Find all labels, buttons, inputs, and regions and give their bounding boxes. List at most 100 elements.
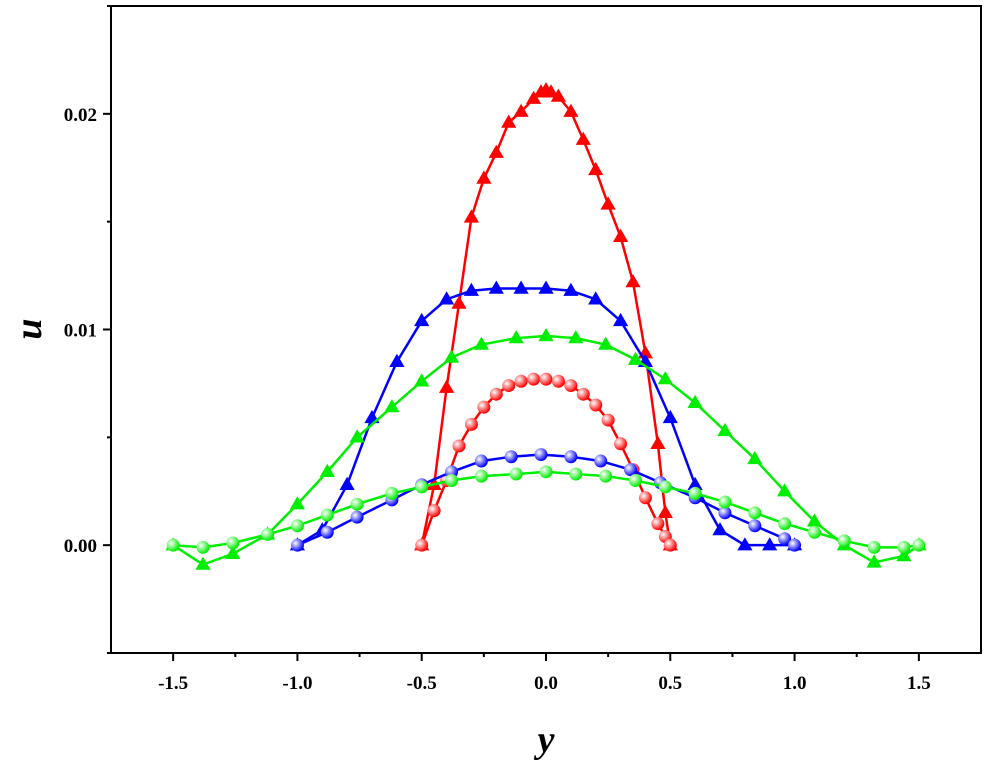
data-point xyxy=(650,435,666,449)
x-tick-label: 0.0 xyxy=(534,673,558,694)
data-point xyxy=(439,291,455,305)
data-point xyxy=(502,379,516,393)
data-point xyxy=(538,328,554,342)
series-6 xyxy=(166,465,926,554)
data-point xyxy=(384,399,400,413)
data-point xyxy=(261,527,275,541)
x-tick-label: 1.5 xyxy=(907,673,931,694)
data-point xyxy=(687,476,703,490)
y-tick-label: 0.00 xyxy=(64,536,97,557)
data-point xyxy=(576,387,590,401)
data-point xyxy=(599,469,613,483)
data-point xyxy=(166,538,180,552)
series-5 xyxy=(165,328,927,570)
series-line xyxy=(420,377,672,546)
data-point xyxy=(778,517,792,531)
data-point xyxy=(651,517,665,531)
data-point xyxy=(290,538,304,552)
data-point xyxy=(539,465,553,479)
x-tick-label: 1.0 xyxy=(783,673,807,694)
data-point xyxy=(613,312,629,327)
data-point xyxy=(807,525,821,539)
data-point xyxy=(718,495,732,509)
x-tick-label: -1.0 xyxy=(282,673,312,694)
data-point xyxy=(627,351,644,365)
data-point xyxy=(195,556,211,570)
x-tick-label: -0.5 xyxy=(407,673,437,694)
data-point xyxy=(474,469,488,483)
data-point xyxy=(778,532,792,546)
data-point xyxy=(748,519,762,533)
data-point xyxy=(385,486,399,500)
data-point xyxy=(657,504,673,518)
data-point xyxy=(501,114,517,128)
data-point xyxy=(477,400,491,414)
data-point xyxy=(563,282,579,296)
data-point xyxy=(488,280,504,294)
data-point xyxy=(445,473,459,487)
data-point xyxy=(638,491,652,505)
data-point xyxy=(625,274,641,288)
data-point xyxy=(474,454,488,468)
data-point xyxy=(527,372,541,386)
data-point xyxy=(226,536,240,550)
data-point xyxy=(601,413,615,427)
data-point xyxy=(912,538,926,552)
data-point xyxy=(897,540,911,554)
data-point xyxy=(628,473,642,487)
x-tick-label: 0.5 xyxy=(658,673,682,694)
series-line xyxy=(173,470,920,549)
data-point xyxy=(867,540,881,554)
data-point xyxy=(568,330,584,344)
data-point xyxy=(488,144,504,158)
data-point xyxy=(575,131,591,145)
data-point xyxy=(589,398,603,412)
data-point xyxy=(289,496,305,510)
data-point xyxy=(427,504,441,518)
data-point xyxy=(717,422,733,437)
data-point xyxy=(688,486,702,500)
series-group xyxy=(165,82,927,570)
axis-ticks: -1.5 -1.0 -0.5 0.0 0.5 1.0 1.5 0.00 0.01 0.02 xyxy=(64,5,931,694)
data-point xyxy=(320,508,334,522)
data-point xyxy=(350,510,364,524)
data-point xyxy=(320,525,334,539)
data-point xyxy=(598,336,614,350)
data-point xyxy=(534,448,548,462)
data-point xyxy=(613,228,629,242)
data-point xyxy=(748,506,762,520)
data-point xyxy=(563,103,579,117)
data-point xyxy=(414,312,430,327)
data-point xyxy=(594,454,608,468)
data-point xyxy=(389,353,405,367)
y-axis-label: u xyxy=(8,318,50,339)
data-point xyxy=(339,476,355,490)
data-point xyxy=(415,538,429,552)
data-point xyxy=(543,84,559,98)
data-point xyxy=(712,522,728,536)
data-point xyxy=(588,161,604,176)
data-point xyxy=(196,540,210,554)
data-point xyxy=(452,439,466,453)
data-point xyxy=(624,463,638,477)
y-tick-label: 0.02 xyxy=(64,105,97,126)
data-point xyxy=(663,538,677,552)
data-point xyxy=(777,483,793,497)
data-point xyxy=(513,280,529,294)
data-point xyxy=(866,554,882,568)
data-point xyxy=(513,103,529,117)
data-point xyxy=(489,387,503,401)
data-point xyxy=(550,88,566,102)
data-point xyxy=(538,280,554,294)
y-tick-label: 0.01 xyxy=(64,321,97,342)
data-point xyxy=(662,409,678,424)
data-point xyxy=(509,467,523,481)
data-point xyxy=(476,170,492,184)
x-tick-label: -1.5 xyxy=(158,673,188,694)
data-point xyxy=(747,450,763,465)
x-axis-label: y xyxy=(534,719,555,761)
data-point xyxy=(687,394,703,408)
data-point xyxy=(564,379,578,393)
data-point xyxy=(896,548,912,562)
